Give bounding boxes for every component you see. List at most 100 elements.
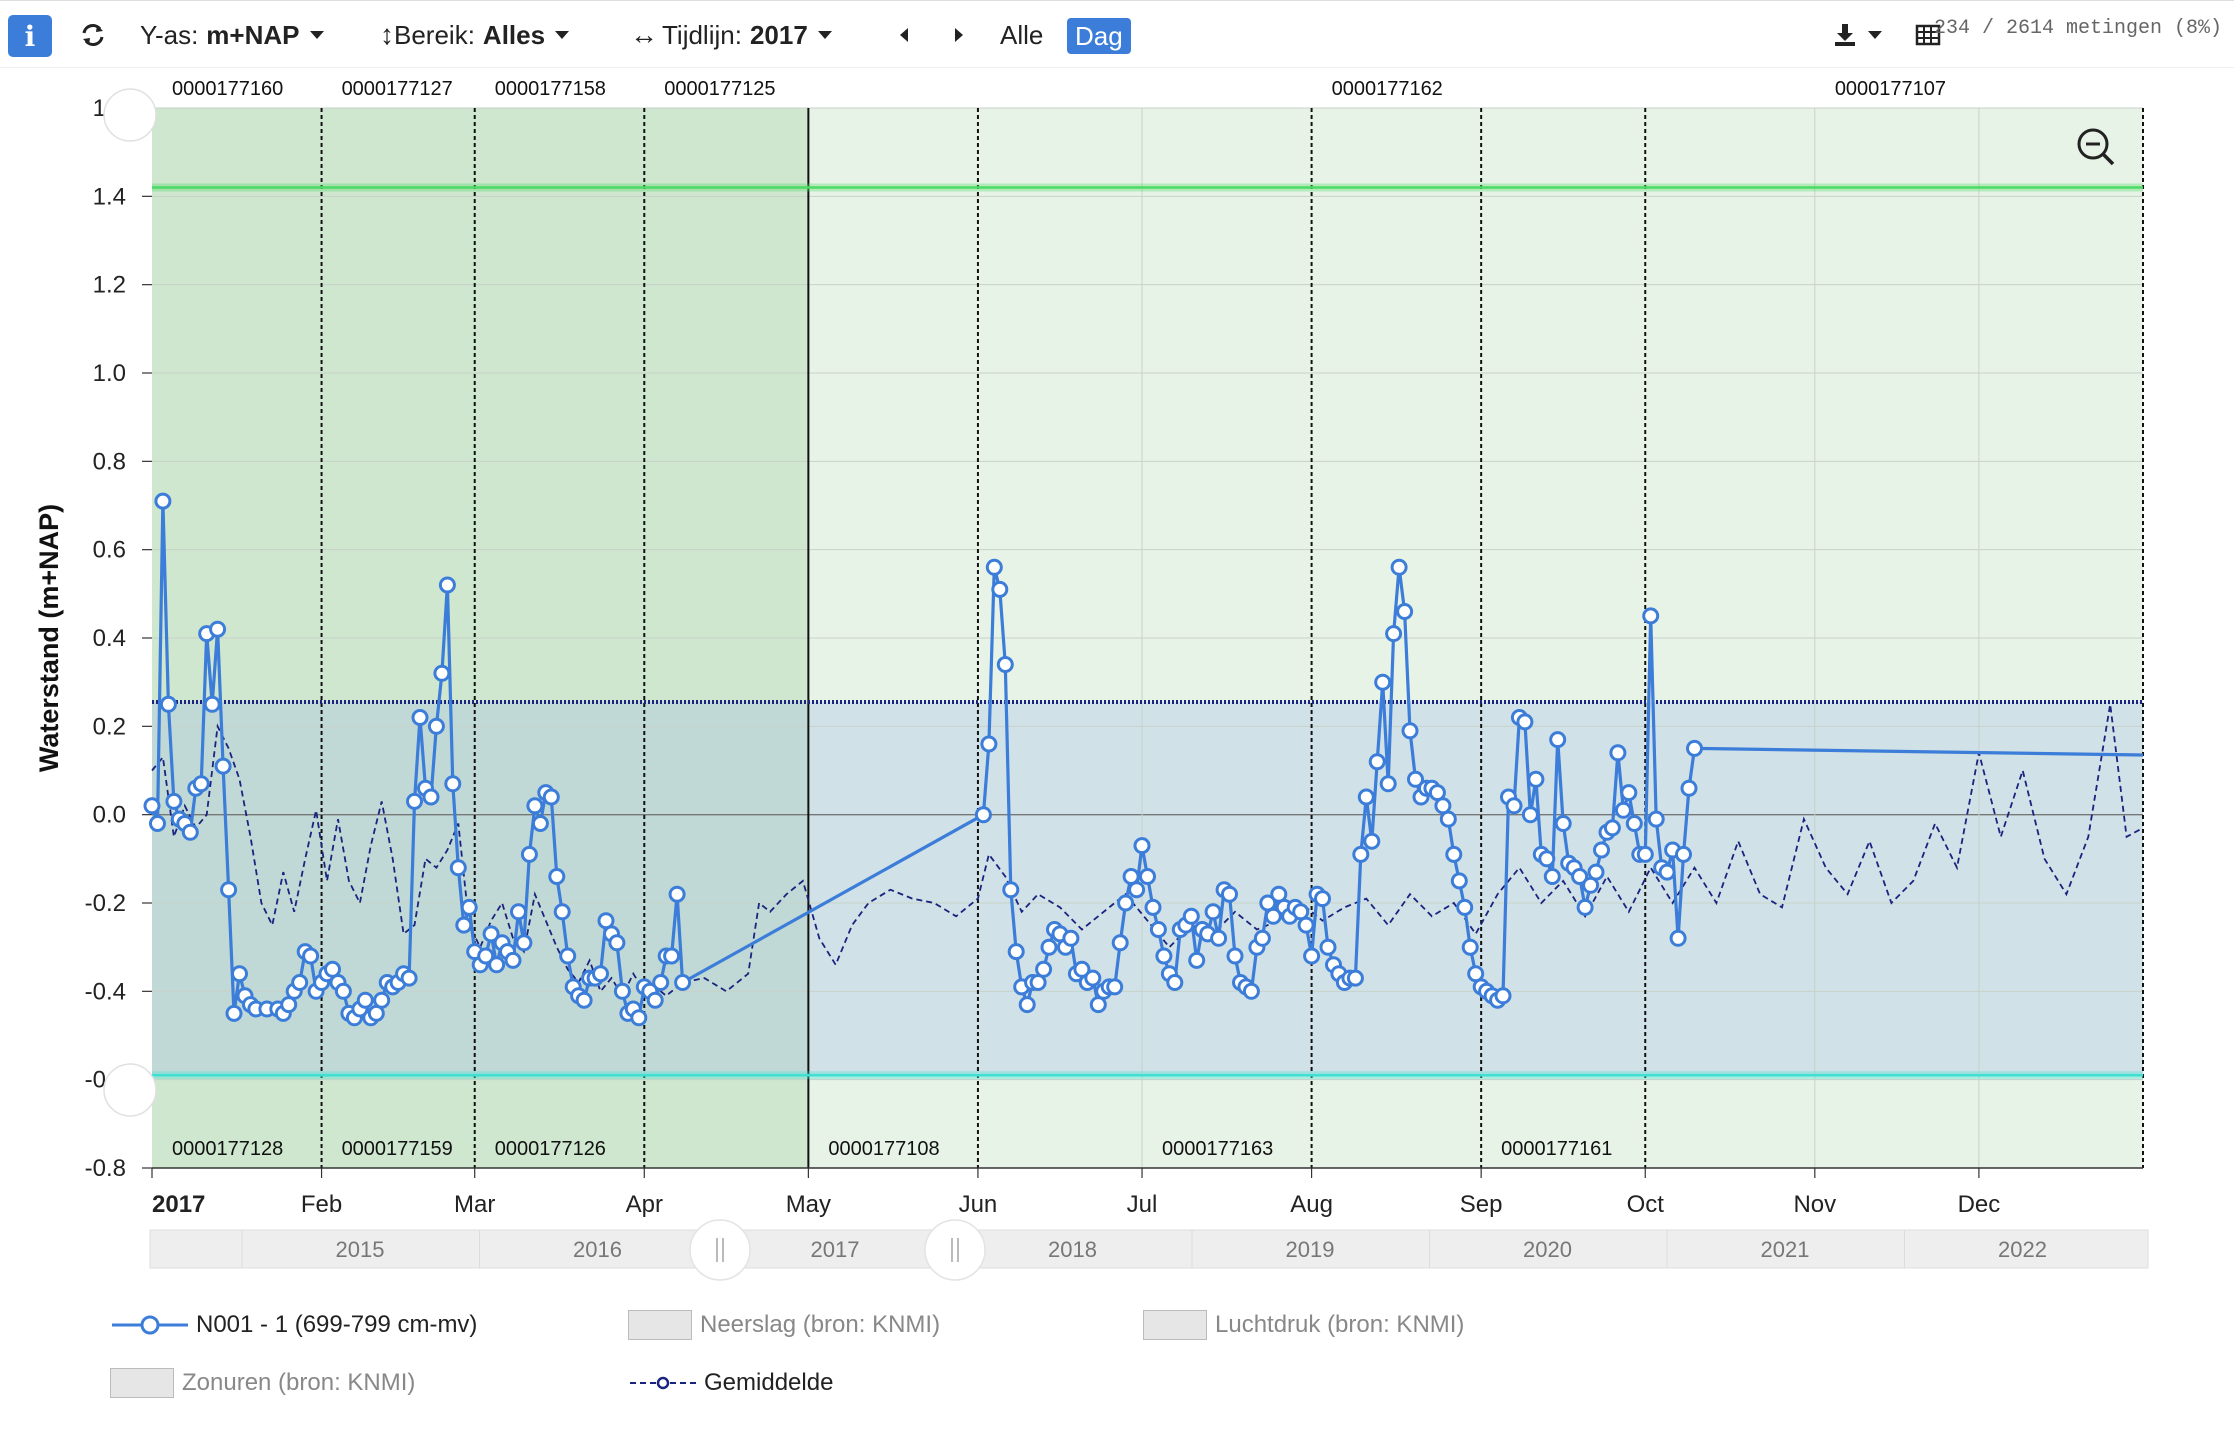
data-point (291, 974, 309, 991)
data-point (1593, 841, 1610, 859)
data-point (285, 982, 303, 1000)
timeline-label: Tijdlijn: (662, 19, 742, 50)
y-tick-label: 0.4 (93, 625, 126, 652)
navigator-handle (924, 1219, 986, 1281)
data-point (1067, 965, 1085, 983)
data-point (668, 885, 686, 903)
data-point (373, 991, 391, 1009)
y-tick-label: -0.8 (85, 1155, 126, 1182)
data-point (1560, 854, 1578, 872)
data-point (1062, 929, 1080, 947)
data-point (1571, 868, 1589, 885)
data-point (542, 788, 560, 806)
info-button[interactable]: i (8, 15, 52, 57)
refresh-button[interactable] (80, 15, 106, 55)
y-tick-label: -0.6 (85, 1067, 126, 1094)
well-label-top: 0000177158 (495, 78, 606, 100)
previous-button[interactable] (900, 15, 908, 55)
data-point (488, 956, 506, 974)
data-point (214, 757, 232, 775)
data-point (1149, 921, 1167, 938)
legend-zonuren[interactable]: Zonuren (bron: KNMI) (110, 1368, 415, 1398)
data-point (1155, 947, 1173, 965)
data-point (493, 934, 511, 952)
data-point (1248, 938, 1266, 956)
yaxis-dropdown[interactable]: Y-as: m+NAP (140, 15, 324, 55)
data-point (613, 982, 631, 1000)
navigator-year-label: 2022 (1998, 1237, 2047, 1262)
legend-label: Gemiddelde (704, 1369, 834, 1396)
data-point (482, 925, 500, 943)
range-dropdown[interactable]: ↕ Bereik: Alles (380, 15, 570, 55)
data-point (1423, 779, 1441, 797)
legend-mean[interactable]: Gemiddelde (628, 1368, 833, 1398)
well-label-bottom: 0000177161 (1501, 1138, 1612, 1160)
x-tick-label: Aug (1290, 1191, 1333, 1218)
data-point (630, 1009, 648, 1027)
data-point (477, 947, 495, 965)
download-button[interactable] (1832, 15, 1882, 55)
chevron-down-icon (1868, 31, 1882, 39)
y-range-handle-bottom (103, 1063, 157, 1117)
data-point (1598, 823, 1616, 841)
chart-controls[interactable] (103, 88, 2115, 1117)
data-point (471, 956, 489, 974)
navigator-year-label: 2021 (1761, 1237, 1810, 1262)
data-point (1139, 868, 1156, 885)
navigator-year-label: 2015 (336, 1237, 385, 1262)
next-button[interactable] (955, 15, 963, 55)
chevron-down-icon (555, 31, 570, 39)
y-tick-label: 1.2 (93, 272, 126, 299)
data-point (1456, 898, 1474, 916)
mean-line (151, 704, 2144, 998)
navigator[interactable]: 2015 2016 2017 2018 2019 2020 2021 2022 (149, 1219, 2149, 1281)
yaxis-label: Y-as: (140, 19, 199, 50)
legend-series-1[interactable]: N001 - 1 (699-799 cm-mv) (110, 1310, 477, 1340)
data-point (159, 695, 177, 713)
all-button[interactable]: Alle (1000, 19, 1044, 50)
data-point (455, 916, 473, 934)
timeline-dropdown[interactable]: ↔ Tijdlijn: 2017 (630, 15, 832, 55)
data-point (1500, 788, 1517, 806)
data-point (553, 903, 571, 921)
legend-neerslag[interactable]: Neerslag (bron: KNMI) (628, 1310, 940, 1340)
data-point (1439, 810, 1457, 828)
y-tick-label: 1.6 (93, 95, 126, 122)
data-point (1658, 863, 1676, 881)
data-point (1412, 788, 1430, 806)
chevron-down-icon (817, 31, 832, 39)
data-point (1390, 558, 1408, 576)
data-point (1242, 982, 1260, 1000)
main-series[interactable] (143, 492, 2144, 1027)
x-tick-label: Jun (959, 1191, 998, 1218)
data-point (395, 965, 413, 983)
legend-luchtdruk[interactable]: Luchtdruk (bron: KNMI) (1143, 1310, 1464, 1340)
caret-right-icon (955, 28, 963, 42)
data-point (980, 735, 998, 753)
x-tick-label: Sep (1460, 1191, 1503, 1218)
data-point (220, 881, 238, 899)
data-point (1188, 951, 1206, 969)
data-point (422, 788, 440, 806)
x-tick-label: Nov (1793, 1191, 1836, 1218)
data-point (1073, 960, 1091, 978)
table-button[interactable] (1915, 15, 1941, 55)
data-point (1292, 903, 1310, 921)
navigator-year-label: 2020 (1523, 1237, 1572, 1262)
data-point (1625, 815, 1643, 832)
data-point (1144, 898, 1162, 916)
data-point (597, 912, 615, 930)
background-bands (152, 108, 2144, 1168)
data-point (165, 792, 183, 810)
navigator-year-label: 2018 (1048, 1237, 1097, 1262)
well-label-top: 0000177162 (1332, 78, 1443, 100)
chevron-down-icon (309, 31, 324, 39)
day-button[interactable]: Dag (1067, 18, 1131, 54)
data-point (460, 898, 478, 916)
y-axis-title: Waterstand (m+NAP) (34, 504, 64, 772)
x-tick-label: Jul (1127, 1191, 1158, 1218)
data-point (1686, 739, 1703, 757)
y-tick-label: 0.2 (93, 713, 126, 740)
data-point (1117, 894, 1135, 912)
